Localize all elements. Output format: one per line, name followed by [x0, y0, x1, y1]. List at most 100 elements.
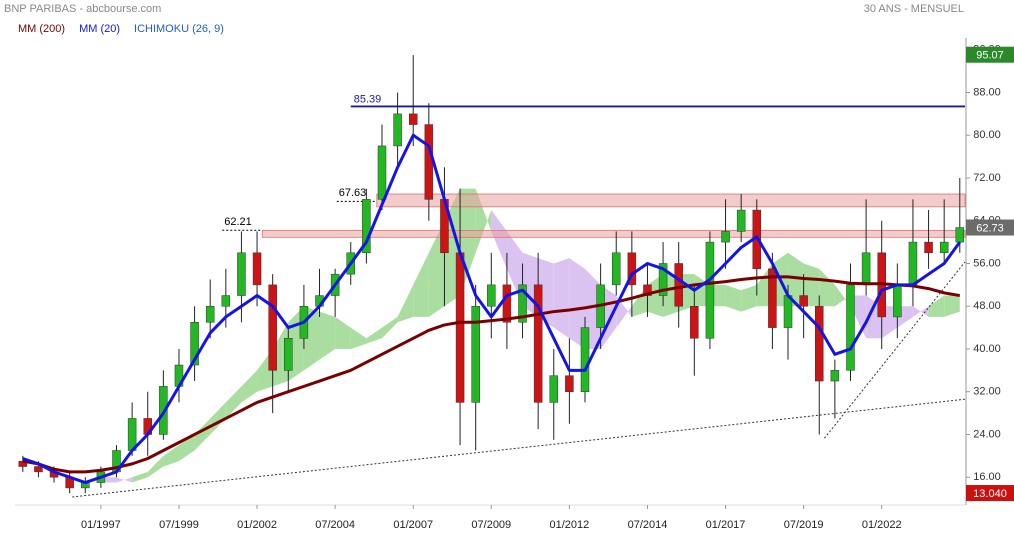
- candle-body: [799, 295, 808, 307]
- ichimoku-cloud: [819, 268, 835, 307]
- y-tick-label: 24.00: [973, 428, 1001, 440]
- candle-body: [908, 241, 918, 286]
- y-tick-label: 32.00: [973, 386, 1001, 398]
- price-badge: [966, 46, 1014, 63]
- ichimoku-cloud: [397, 284, 414, 323]
- candle-body: [814, 305, 824, 382]
- legend-entry: MM (20): [79, 23, 120, 35]
- candle-body: [502, 284, 512, 323]
- y-tick-label: 72.00: [973, 172, 1001, 184]
- candle-body: [393, 113, 402, 147]
- candle-body: [34, 466, 43, 473]
- ichimoku-cloud: [319, 311, 336, 360]
- trendline: [72, 398, 966, 498]
- moving-average: [22, 133, 962, 485]
- candle-body: [190, 322, 199, 366]
- price-zone: [376, 193, 966, 208]
- x-tick-label: 01/1997: [81, 519, 121, 531]
- x-tick-label: 01/2002: [237, 519, 277, 531]
- candle-body: [768, 268, 777, 328]
- candle-body: [565, 375, 574, 392]
- ichimoku-cloud: [350, 327, 367, 349]
- ichimoku-cloud: [366, 327, 382, 344]
- candle-body: [518, 284, 527, 323]
- candle-body: [643, 284, 652, 296]
- ichimoku-cloud: [569, 258, 585, 349]
- ichimoku-cloud: [741, 284, 757, 312]
- candle-body: [955, 227, 965, 243]
- ichimoku-cloud: [116, 477, 133, 483]
- x-tick-label: 01/2017: [706, 519, 746, 531]
- zone-label: 62.21: [224, 216, 252, 228]
- moving-average: [22, 275, 961, 474]
- price-badge-label: 13.040: [973, 488, 1007, 500]
- candle-body: [736, 209, 746, 232]
- y-tick-label: 80.00: [973, 129, 1001, 141]
- ichimoku-cloud: [912, 306, 929, 317]
- candle-body: [924, 241, 933, 254]
- candle-body: [611, 252, 621, 286]
- ichimoku-cloud: [944, 295, 960, 317]
- ichimoku-cloud: [381, 316, 398, 339]
- legend-entry: MM (200): [18, 23, 65, 35]
- candle-body: [674, 263, 683, 307]
- x-tick-label: 01/2012: [550, 519, 590, 531]
- x-tick-label: 01/2007: [393, 519, 433, 531]
- candle-body: [893, 284, 902, 318]
- candle-body: [861, 252, 871, 286]
- candle-body: [377, 145, 387, 200]
- candle-body: [627, 252, 637, 286]
- ichimoku-cloud: [834, 284, 851, 307]
- candle-body: [549, 375, 559, 403]
- candle-body: [237, 252, 246, 296]
- ichimoku-cloud: [163, 445, 179, 467]
- ichimoku-cloud: [335, 316, 351, 349]
- x-tick-label: 01/2022: [862, 519, 902, 531]
- ichimoku-cloud: [178, 434, 195, 462]
- ichimoku-cloud: [147, 455, 164, 478]
- y-tick-label: 40.00: [973, 343, 1001, 355]
- ichimoku-cloud: [225, 386, 242, 419]
- y-tick-label: 88.00: [973, 86, 1001, 98]
- price-badge-label: 95.07: [976, 50, 1004, 62]
- zone-label: 67.63: [339, 187, 367, 199]
- chart-subtitle: 30 ANS - MENSUEL: [864, 3, 964, 15]
- candle-body: [252, 252, 262, 286]
- ichimoku-cloud: [491, 210, 507, 269]
- ichimoku-cloud: [553, 258, 570, 339]
- candle-body: [658, 263, 668, 296]
- ichimoku-cloud: [928, 295, 945, 317]
- candle-body: [408, 113, 418, 125]
- x-tick-label: 07/2004: [315, 519, 355, 531]
- ichimoku-cloud: [616, 295, 632, 328]
- candle-body: [362, 199, 371, 254]
- candle-body: [830, 370, 840, 382]
- ichimoku-cloud: [788, 252, 804, 307]
- candle-body: [487, 284, 496, 307]
- candle-body: [721, 231, 730, 243]
- legend-entry: ICHIMOKU (26, 9): [134, 23, 224, 35]
- ichimoku-cloud: [132, 471, 148, 483]
- ichimoku-cloud: [210, 402, 226, 435]
- candle-body: [284, 338, 293, 371]
- candle-body: [268, 284, 277, 371]
- trendline: [824, 261, 966, 439]
- ichimoku-cloud: [241, 370, 258, 403]
- candle-body: [221, 295, 231, 307]
- y-tick-label: 48.00: [973, 300, 1001, 312]
- candle-body: [846, 284, 855, 371]
- x-tick-label: 07/1999: [159, 519, 199, 531]
- candle-body: [533, 284, 543, 403]
- candle-body: [455, 252, 465, 403]
- candle-body: [205, 305, 215, 323]
- price-badge: [966, 485, 1014, 502]
- candle-body: [580, 327, 590, 392]
- ichimoku-cloud: [194, 418, 211, 451]
- price-badge-label: 62.73: [976, 222, 1004, 234]
- ichimoku-cloud: [725, 284, 742, 312]
- level-label: 85.39: [354, 93, 382, 105]
- x-tick-label: 07/2019: [784, 519, 824, 531]
- x-tick-label: 07/2014: [628, 519, 668, 531]
- x-tick-label: 07/2009: [471, 519, 511, 531]
